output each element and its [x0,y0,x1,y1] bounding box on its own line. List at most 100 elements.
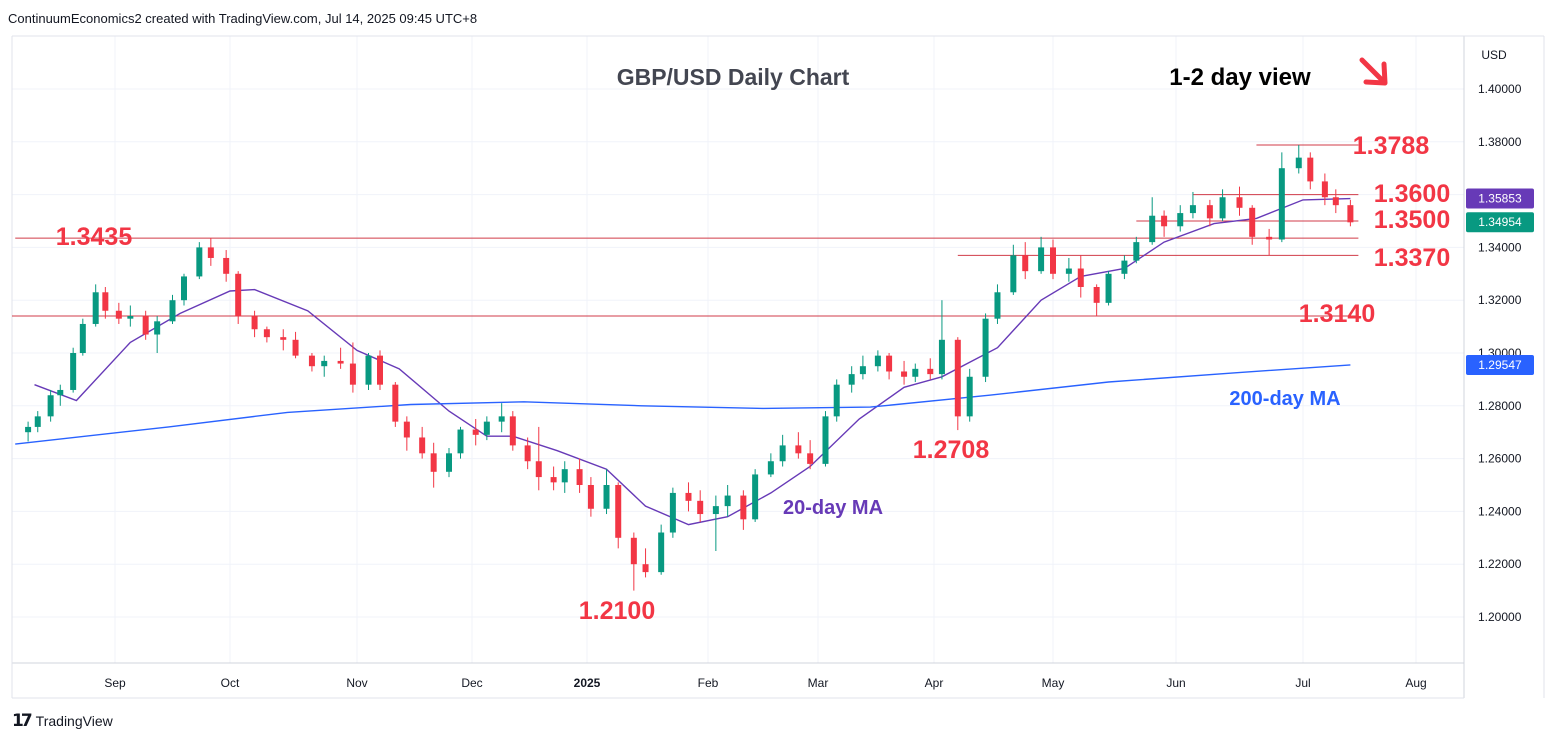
x-tick-label: May [1042,676,1065,690]
chart-credit: ContinuumEconomics2 created with Trading… [8,11,478,26]
candle-body [658,532,665,573]
y-tick-label: 1.28000 [1478,399,1522,413]
candle-body [927,368,934,375]
candle-body [767,461,774,475]
candle-body [102,292,109,311]
candle-body [1038,247,1045,272]
x-tick-label: Jun [1166,676,1185,690]
candle-body [550,477,557,483]
x-tick-label: Mar [808,676,829,690]
candle-body [1010,255,1017,293]
price-tag-label: 1.29547 [1478,358,1522,372]
candle-body [34,416,41,427]
candle-body [1347,205,1354,223]
candle-body [669,492,676,533]
candle-body [457,429,464,454]
candle-body [472,429,479,435]
time-axis[interactable]: Sep Oct Nov Dec 2025 Feb Mar Apr May Jun Jul Aug [104,676,1426,690]
candle-body [207,247,214,258]
candle-body [1093,287,1100,303]
candle-body [685,492,692,501]
candle-body [223,257,230,274]
tradingview-logo-icon: 17 [12,711,33,731]
candle-body [392,384,399,422]
candle-body [430,453,437,472]
candle-body [1189,205,1196,214]
x-tick-label: Apr [925,676,944,690]
candle-body [901,371,908,377]
candle-body [833,384,840,417]
x-tick-label: Nov [346,676,367,690]
candle-body [419,437,426,454]
candle-body [966,376,973,417]
candle-body [127,316,134,319]
candle-body [1278,168,1285,240]
candle-body [235,273,242,317]
candle-body [954,339,961,417]
candle-body [1065,268,1072,274]
x-tick-label: Oct [221,676,240,690]
x-tick-label: Sep [104,676,126,690]
candle-body [712,506,719,515]
y-tick-label: 1.32000 [1478,293,1522,307]
candle-body [337,360,344,364]
chart-subtitle: 1-2 day view [1169,64,1311,91]
candle-body [859,366,866,375]
candle-body [196,247,203,277]
candle-body [498,416,505,422]
candle-body [807,453,814,464]
y-tick-label: 1.20000 [1478,610,1522,624]
brand-label: TradingView [35,713,113,729]
x-tick-label: Aug [1405,676,1426,690]
candle-body [779,445,786,462]
candle-body [169,300,176,322]
x-tick-label: Feb [698,676,719,690]
annotation-ma200: 200-day MA [1229,388,1340,410]
candle-body [1161,215,1168,227]
candle-body [740,495,747,520]
candle-body [349,363,356,385]
tradingview-brand[interactable]: 17 TradingView [12,711,113,731]
down-right-arrow-icon [1359,57,1388,86]
price-axis[interactable]: USD 1.20000 1.22000 1.24000 1.26000 1.28000 1… [1478,48,1522,624]
candle-body [251,316,258,330]
candle-body [982,318,989,377]
candle-body [280,337,287,340]
ma200-line [15,364,1351,445]
y-tick-label: 1.40000 [1478,82,1522,96]
candle-body [848,374,855,385]
candle-body [70,353,77,390]
annotation-level: 1.3435 [56,223,133,251]
candle-body [874,355,881,367]
candle-body [1177,213,1184,227]
annotation-level: 1.3600 [1374,180,1450,208]
chart-title: GBP/USD Daily Chart [617,64,850,90]
candle-body [181,276,187,301]
candle-body [994,292,1001,319]
candle-body [1206,205,1213,219]
candle-body [1295,157,1302,169]
candle-body [615,485,622,538]
candle-body [724,495,731,507]
chart-frame [11,35,1545,699]
candle-body [1077,268,1084,287]
candle-body [912,368,919,377]
candle-body [1332,197,1339,206]
annotation-level: 1.3788 [1353,132,1430,160]
candle-body [57,389,64,396]
annotation-level: 1.3370 [1374,244,1450,272]
price-tag-label: 1.34954 [1478,215,1522,229]
candle-body [1022,255,1029,272]
currency-label: USD [1481,48,1507,62]
candle-body [115,310,122,319]
candle-body [142,316,149,335]
candle-body [92,292,99,324]
candlesticks [25,144,1354,591]
candle-body [524,445,531,462]
candle-body [321,360,328,367]
candle-body [822,416,829,464]
candle-body [752,474,759,520]
candle-body [587,485,594,509]
x-tick-label: Dec [461,676,482,690]
